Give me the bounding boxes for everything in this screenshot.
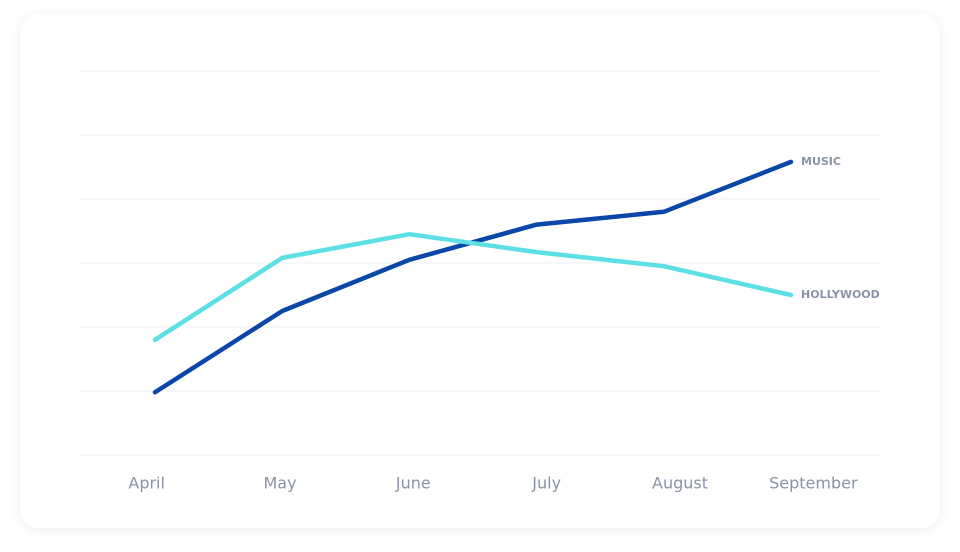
x-tick-label: May xyxy=(263,474,296,493)
x-tick-label: September xyxy=(769,474,858,493)
card xyxy=(20,14,940,528)
line-series xyxy=(152,231,794,343)
x-tick-label: August xyxy=(652,474,708,493)
x-tick-label: April xyxy=(128,474,165,493)
x-tick-label: June xyxy=(395,474,431,493)
series-label: MUSIC xyxy=(801,155,841,168)
series-label: HOLLYWOOD xyxy=(801,288,880,301)
x-tick-label: July xyxy=(531,474,561,493)
